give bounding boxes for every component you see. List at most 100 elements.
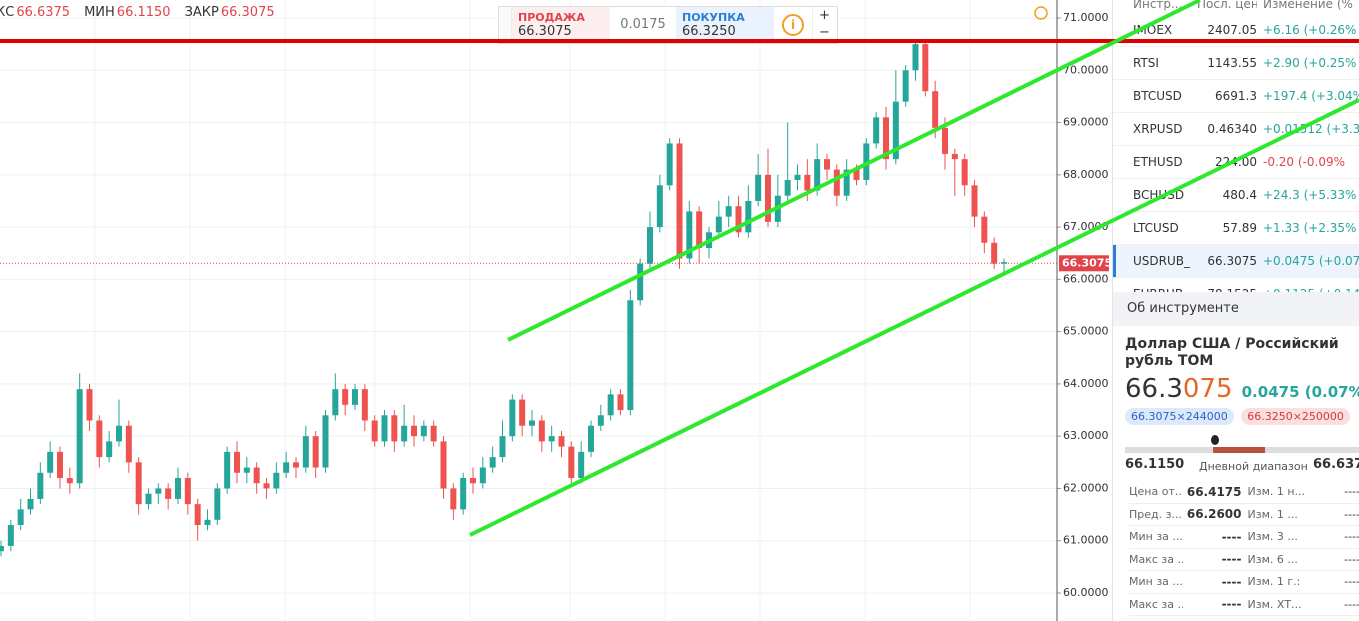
candle-body	[951, 153, 958, 160]
candle-body	[824, 159, 830, 170]
y-tick-label: 69.0000	[1063, 116, 1109, 129]
watchlist-row[interactable]: IMOEX 2407.05 +6.16 (+0.26%	[1113, 14, 1359, 47]
candle-body	[784, 180, 791, 196]
stat-value: ----	[1344, 485, 1359, 499]
stat-value: ----	[1344, 575, 1359, 589]
stats-row: Макс за ... ---- Изм. ХТ... ----	[1129, 594, 1359, 616]
candle-body	[175, 478, 181, 499]
candle-body	[106, 441, 113, 458]
candle-body	[686, 211, 693, 259]
change: -0.20 (-0.09%	[1263, 155, 1345, 169]
watchlist-header: Инстр... Посл. цен... Изменение (%	[1113, 0, 1359, 14]
candle-body	[420, 425, 427, 437]
candle-body	[253, 467, 260, 484]
candle-body	[804, 174, 811, 191]
candle-body	[479, 467, 486, 484]
candle-body	[263, 483, 270, 489]
stat-label: Изм. 3 ...	[1247, 530, 1298, 544]
last-price: 0.46340	[1207, 122, 1257, 136]
candle-body	[470, 478, 476, 484]
candle-body	[558, 436, 565, 447]
candle-body	[892, 101, 899, 160]
stat-value: ----	[1344, 552, 1359, 566]
buy-price: 66.3250	[682, 24, 736, 39]
candle-body	[637, 263, 644, 301]
last-price: 66.3075	[1207, 254, 1257, 268]
candle-body	[863, 143, 870, 181]
symbol: RTSI	[1133, 56, 1159, 70]
candle-body	[165, 488, 172, 499]
stat-label: Пред. з...	[1129, 507, 1182, 521]
candle-body	[7, 525, 14, 546]
candle-body	[706, 232, 712, 248]
candle-body	[204, 519, 211, 526]
candle-body	[293, 462, 299, 468]
candle-body	[519, 399, 526, 426]
watchlist-row[interactable]: BTCUSD 6691.3 +197.4 (+3.04%	[1113, 80, 1359, 113]
stats-row: Мин за ... ---- Изм. 3 ... ----	[1129, 526, 1359, 549]
watchlist-row[interactable]: RTSI 1143.55 +2.90 (+0.25%	[1113, 47, 1359, 80]
candle-body	[755, 174, 762, 201]
candle-body	[912, 44, 919, 71]
candle-body	[833, 169, 840, 196]
ohlc-value: 66.3075	[220, 5, 275, 20]
stat-value: ----	[1221, 552, 1242, 567]
watchlist-row[interactable]: USDRUB_ 66.3075 +0.0475 (+0.07%	[1113, 245, 1359, 278]
candle-body	[873, 117, 880, 144]
range-marker	[1211, 435, 1219, 445]
y-tick-label: 67.0000	[1063, 220, 1109, 233]
current-price-label: 66.3075	[1062, 256, 1112, 269]
y-tick-label: 63.0000	[1063, 429, 1109, 442]
candle-body	[529, 420, 535, 426]
candle-body	[224, 451, 231, 489]
candle-body	[125, 425, 132, 463]
candle-body	[745, 200, 752, 233]
stat-value: ----	[1221, 574, 1242, 589]
candle-body	[597, 415, 604, 426]
symbol: ETHUSD	[1133, 155, 1183, 169]
info-button[interactable]: i	[774, 7, 812, 43]
candle-body	[853, 169, 860, 181]
watchlist-row[interactable]: BCHUSD 480.4 +24.3 (+5.33%	[1113, 179, 1359, 212]
candle-body	[352, 389, 358, 405]
stats-row: Пред. з... 66.2600 Изм. 1 ... ----	[1129, 504, 1359, 526]
sell-button[interactable]: ПРОДАЖА 66.3075	[512, 7, 610, 43]
candle-body	[942, 127, 948, 154]
y-tick-label: 65.0000	[1063, 325, 1109, 338]
minus-button[interactable]: −	[819, 25, 830, 40]
watchlist-row[interactable]: XRPUSD 0.46340 +0.01512 (+3.37	[1113, 113, 1359, 146]
ohlc-header: КС 66.6375 МИН 66.1150 ЗАКР 66.3075	[0, 5, 289, 20]
candle-body	[450, 488, 457, 510]
candle-body	[430, 425, 437, 442]
watchlist-row[interactable]: EURRUB78.1525+0.1125 (+0.14%	[1113, 278, 1359, 292]
ohlc-value: 66.6375	[16, 5, 71, 20]
bid-badge: 66.3075×244000	[1125, 408, 1234, 425]
stat-value: ----	[1344, 530, 1359, 544]
ohlc-label: КС	[0, 5, 15, 20]
stat-label: Макс за ...	[1129, 552, 1184, 566]
plus-button[interactable]: +	[819, 8, 830, 23]
buy-button[interactable]: ПОКУПКА 66.3250	[676, 7, 774, 43]
y-tick-label: 60.0000	[1063, 586, 1109, 599]
candle-body	[843, 169, 850, 196]
watchlist-row[interactable]: LTCUSD 57.89 +1.33 (+2.35%	[1113, 212, 1359, 245]
y-tick-label: 64.0000	[1063, 377, 1109, 390]
drag-handle[interactable]	[499, 7, 512, 43]
y-tick-label: 66.0000	[1063, 272, 1109, 285]
candle-body	[47, 451, 54, 473]
candle-body	[971, 185, 978, 217]
ohlc-value: 66.1150	[116, 5, 171, 20]
change: +1.33 (+2.35%	[1263, 221, 1357, 235]
candle-body	[489, 457, 496, 468]
symbol: USDRUB_	[1133, 254, 1190, 268]
price-block: 66.3075 0.0475 (0.07%)	[1113, 370, 1359, 408]
candle-body	[116, 425, 122, 442]
stats-row: Цена от... 66.4175 Изм. 1 н... ----	[1129, 481, 1359, 504]
watchlist-row[interactable]: ETHUSD 224.00 -0.20 (-0.09%	[1113, 146, 1359, 179]
ask-badge: 66.3250×250000	[1241, 408, 1350, 425]
stats-table: Цена от... 66.4175 Изм. 1 н... ---- Пред. з.…	[1113, 481, 1359, 616]
range-low: 66.1150	[1125, 457, 1185, 472]
candle-body	[155, 488, 162, 494]
candle-body	[27, 498, 34, 510]
spread: 0.0175	[620, 17, 666, 32]
